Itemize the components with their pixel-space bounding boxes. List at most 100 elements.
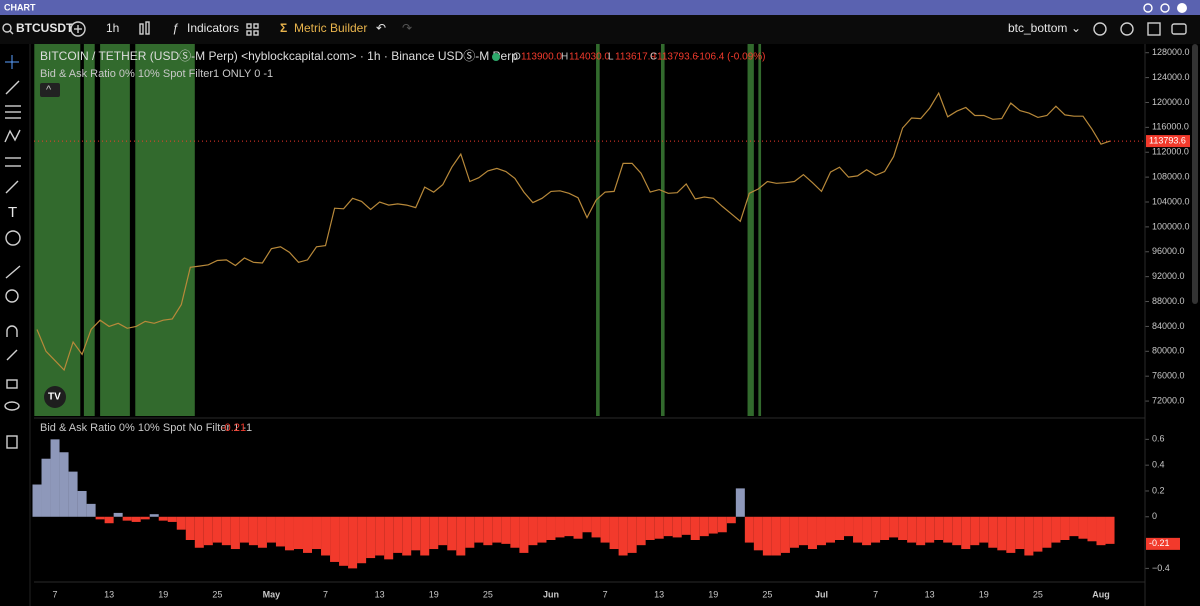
collapse-button[interactable] [40, 83, 60, 97]
histogram-bar [1033, 516, 1043, 552]
window-title: CHART [4, 2, 36, 12]
histogram-bar [943, 516, 953, 543]
add-symbol[interactable] [70, 21, 86, 37]
layout-name[interactable]: btc_bottom [1008, 21, 1067, 35]
y-tick-label: 0.4 [1152, 460, 1165, 470]
signal-band [135, 44, 195, 416]
legend: BITCOIN / TETHER (USDⓈ-M Perp) <hyblockc… [40, 49, 765, 434]
histogram-bar [627, 516, 637, 553]
y-tick-label: 120000.0 [1152, 97, 1190, 107]
indicator-label: Bid & Ask Ratio 0% 10% Spot No Filter 1 … [40, 422, 252, 434]
ohlc-value: 113617.9 [615, 52, 656, 63]
histogram-bar [230, 516, 240, 550]
drawing-tools[interactable]: T [4, 55, 21, 449]
metric-builder[interactable]: Metric Builder [294, 21, 367, 35]
ohlc-label: H [561, 52, 568, 63]
histogram-bar [510, 516, 520, 548]
ohlc-change: -106.4 (-0.09%) [696, 52, 765, 63]
y-tick-label: 84000.0 [1152, 321, 1185, 331]
histogram-bar [185, 516, 195, 540]
signal-band [758, 44, 762, 416]
histogram-bar [303, 516, 313, 553]
histogram-bar [988, 516, 998, 548]
histogram-bar [104, 516, 114, 524]
histogram-bar [708, 516, 718, 534]
histogram-bar [447, 516, 457, 551]
symbol-search[interactable]: BTCUSDT [2, 21, 74, 35]
symbol[interactable]: BTCUSDT [16, 21, 74, 35]
histogram-bar [293, 516, 303, 550]
histogram-bar [609, 516, 619, 550]
histogram-bar [880, 516, 890, 540]
histogram-bar [50, 439, 60, 517]
histogram-bar [555, 516, 565, 538]
collapse-icon[interactable]: ^ [46, 84, 52, 96]
histogram-bar [816, 516, 826, 546]
logo[interactable] [44, 386, 66, 408]
histogram-bar [366, 516, 376, 559]
histogram-bar [140, 516, 150, 520]
templates[interactable] [246, 23, 259, 36]
histogram-bar [339, 516, 349, 566]
interval[interactable]: 1h [106, 21, 119, 35]
signal-band [747, 44, 754, 416]
x-tick-label: Aug [1092, 589, 1110, 599]
indicators-button[interactable]: Indicators [187, 21, 239, 35]
histogram-bar [753, 516, 763, 551]
histogram-bar [321, 516, 331, 556]
histogram-bar [735, 488, 745, 517]
x-tick-label: 25 [483, 589, 493, 599]
undo[interactable]: ↶ [376, 21, 386, 35]
histogram-bar [762, 516, 772, 556]
histogram-bar [474, 516, 484, 543]
histogram-bar [862, 516, 872, 546]
histogram-bar [167, 516, 177, 522]
scrollbar[interactable] [1192, 44, 1198, 304]
ohlc-label: O [513, 52, 521, 63]
x-tick-label: May [263, 589, 281, 599]
redo[interactable]: ↷ [402, 21, 412, 35]
histogram-bar [780, 516, 790, 553]
histogram-bar [645, 516, 655, 540]
toolbar-right[interactable] [1093, 22, 1187, 36]
histogram-bar [32, 484, 42, 517]
x-tick-label: 19 [429, 589, 439, 599]
y-tick-label: 96000.0 [1152, 246, 1185, 256]
signal-band [660, 44, 665, 416]
histogram-bar [248, 516, 258, 546]
histogram-bar [889, 516, 899, 538]
histogram-bar [798, 516, 808, 546]
value-badge-label: -0.21 [1149, 538, 1170, 548]
signal-band [83, 44, 95, 416]
histogram-bar [681, 516, 691, 535]
histogram-bar [456, 516, 466, 556]
histogram-bar [853, 516, 863, 543]
histogram-bar [348, 516, 358, 569]
histogram-bar [95, 516, 105, 520]
histogram-bar [528, 516, 538, 546]
histogram-bar [1096, 516, 1106, 546]
x-tick-label: 25 [1033, 589, 1043, 599]
histogram-bar [825, 516, 835, 543]
histogram-bar [438, 516, 448, 546]
histogram-bar [86, 503, 96, 517]
chart-type[interactable] [139, 21, 150, 35]
layout-menu[interactable]: ⌄ [1071, 21, 1081, 35]
histogram-bar [1024, 516, 1034, 556]
ohlc-value: 113900.0 [521, 52, 562, 63]
y-tick-label: 116000.0 [1152, 122, 1189, 132]
y-tick-label: 76000.0 [1152, 371, 1185, 381]
histogram-bar [266, 516, 276, 543]
window-controls[interactable] [1143, 3, 1187, 13]
histogram-bar [654, 516, 664, 539]
histogram-bar [916, 516, 926, 546]
x-tick-label: 7 [53, 589, 58, 599]
indicators-icon: ƒ [172, 21, 179, 35]
histogram-bar [1051, 516, 1061, 543]
histogram-bar [871, 516, 881, 543]
histogram-bar [239, 516, 249, 543]
y-tick-label: 104000.0 [1152, 196, 1190, 206]
histogram-bar [131, 516, 141, 522]
histogram-bar [979, 516, 989, 543]
